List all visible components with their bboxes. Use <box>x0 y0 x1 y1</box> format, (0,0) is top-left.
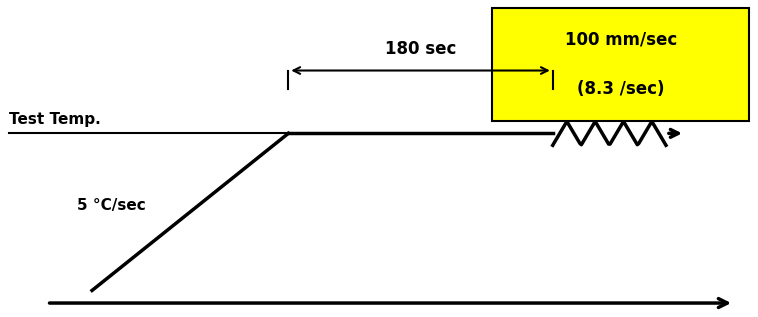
Text: 100 mm/sec: 100 mm/sec <box>565 30 677 49</box>
FancyBboxPatch shape <box>492 8 749 121</box>
Text: 180 sec: 180 sec <box>385 40 456 58</box>
Text: Test Temp.: Test Temp. <box>9 112 101 127</box>
Text: (8.3 /sec): (8.3 /sec) <box>577 80 665 98</box>
Text: 5 °C/sec: 5 °C/sec <box>77 198 146 213</box>
